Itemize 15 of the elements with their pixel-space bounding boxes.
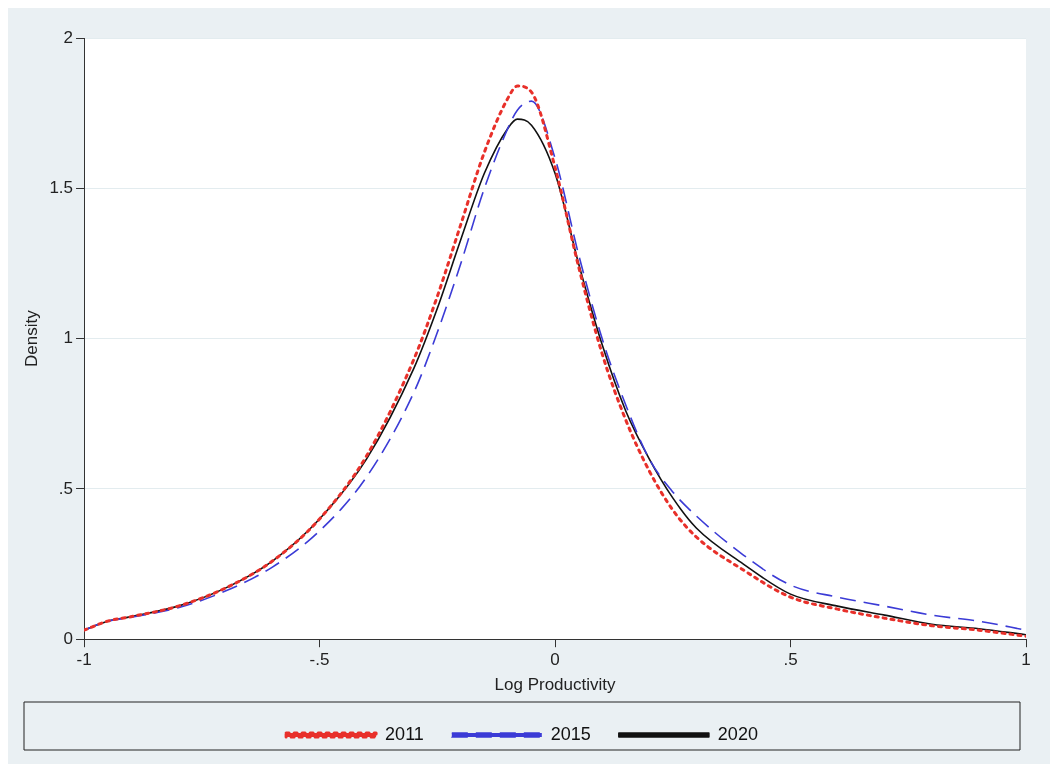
- y-tick-label: 1: [63, 328, 74, 348]
- y-tick-label: 1.5: [49, 177, 74, 197]
- x-tick-label: 0: [550, 650, 560, 670]
- x-tick-label: -1: [76, 650, 92, 670]
- y-tick-label: .5: [58, 478, 74, 498]
- x-axis-title: Log Productivity: [494, 675, 616, 695]
- x-tick-label: .5: [783, 650, 798, 670]
- legend-label: 2015: [550, 723, 591, 744]
- legend-label: 2011: [385, 723, 424, 744]
- y-tick-label: 2: [63, 27, 74, 47]
- x-tick-label: -.5: [309, 650, 330, 670]
- y-tick-label: 0: [63, 628, 74, 648]
- legend-label: 2020: [717, 723, 758, 744]
- x-tick-label: 1: [1021, 650, 1031, 670]
- y-axis-title: Density: [21, 309, 41, 367]
